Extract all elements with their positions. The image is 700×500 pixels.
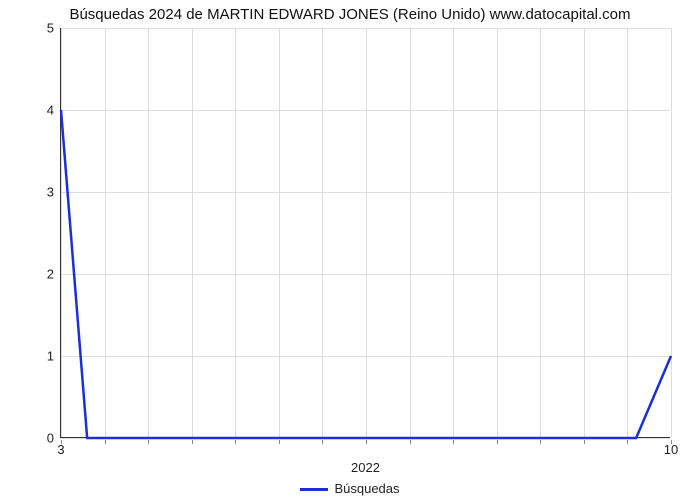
x-tick-minor — [627, 440, 628, 444]
y-tick-label: 3 — [30, 185, 54, 200]
legend-swatch — [300, 488, 328, 491]
x-tick-minor — [235, 440, 236, 444]
y-tick-label: 4 — [30, 103, 54, 118]
x-tick-minor — [192, 440, 193, 444]
plot-area: 2022 310 — [60, 28, 670, 438]
y-tick-label: 5 — [30, 21, 54, 36]
y-tick-label: 1 — [30, 349, 54, 364]
y-tick-label: 0 — [30, 431, 54, 446]
x-tick-label: 10 — [664, 442, 678, 457]
line-series — [61, 28, 671, 438]
legend-label: Búsquedas — [334, 481, 399, 496]
chart-container: Búsquedas 2024 de MARTIN EDWARD JONES (R… — [0, 0, 700, 500]
x-axis-label: 2022 — [61, 460, 670, 475]
series-line-busquedas — [61, 110, 671, 438]
x-tick-minor — [366, 440, 367, 444]
x-tick-minor — [410, 440, 411, 444]
x-tick-minor — [540, 440, 541, 444]
x-tick-minor — [105, 440, 106, 444]
y-tick-label: 2 — [30, 267, 54, 282]
x-tick-minor — [148, 440, 149, 444]
x-tick-minor — [497, 440, 498, 444]
legend: Búsquedas — [0, 481, 700, 496]
x-tick-minor — [584, 440, 585, 444]
x-tick-minor — [453, 440, 454, 444]
x-tick-minor — [279, 440, 280, 444]
x-tick-label: 3 — [57, 442, 64, 457]
chart-title: Búsquedas 2024 de MARTIN EDWARD JONES (R… — [0, 6, 700, 23]
x-tick-minor — [322, 440, 323, 444]
gridline-v — [671, 28, 672, 437]
